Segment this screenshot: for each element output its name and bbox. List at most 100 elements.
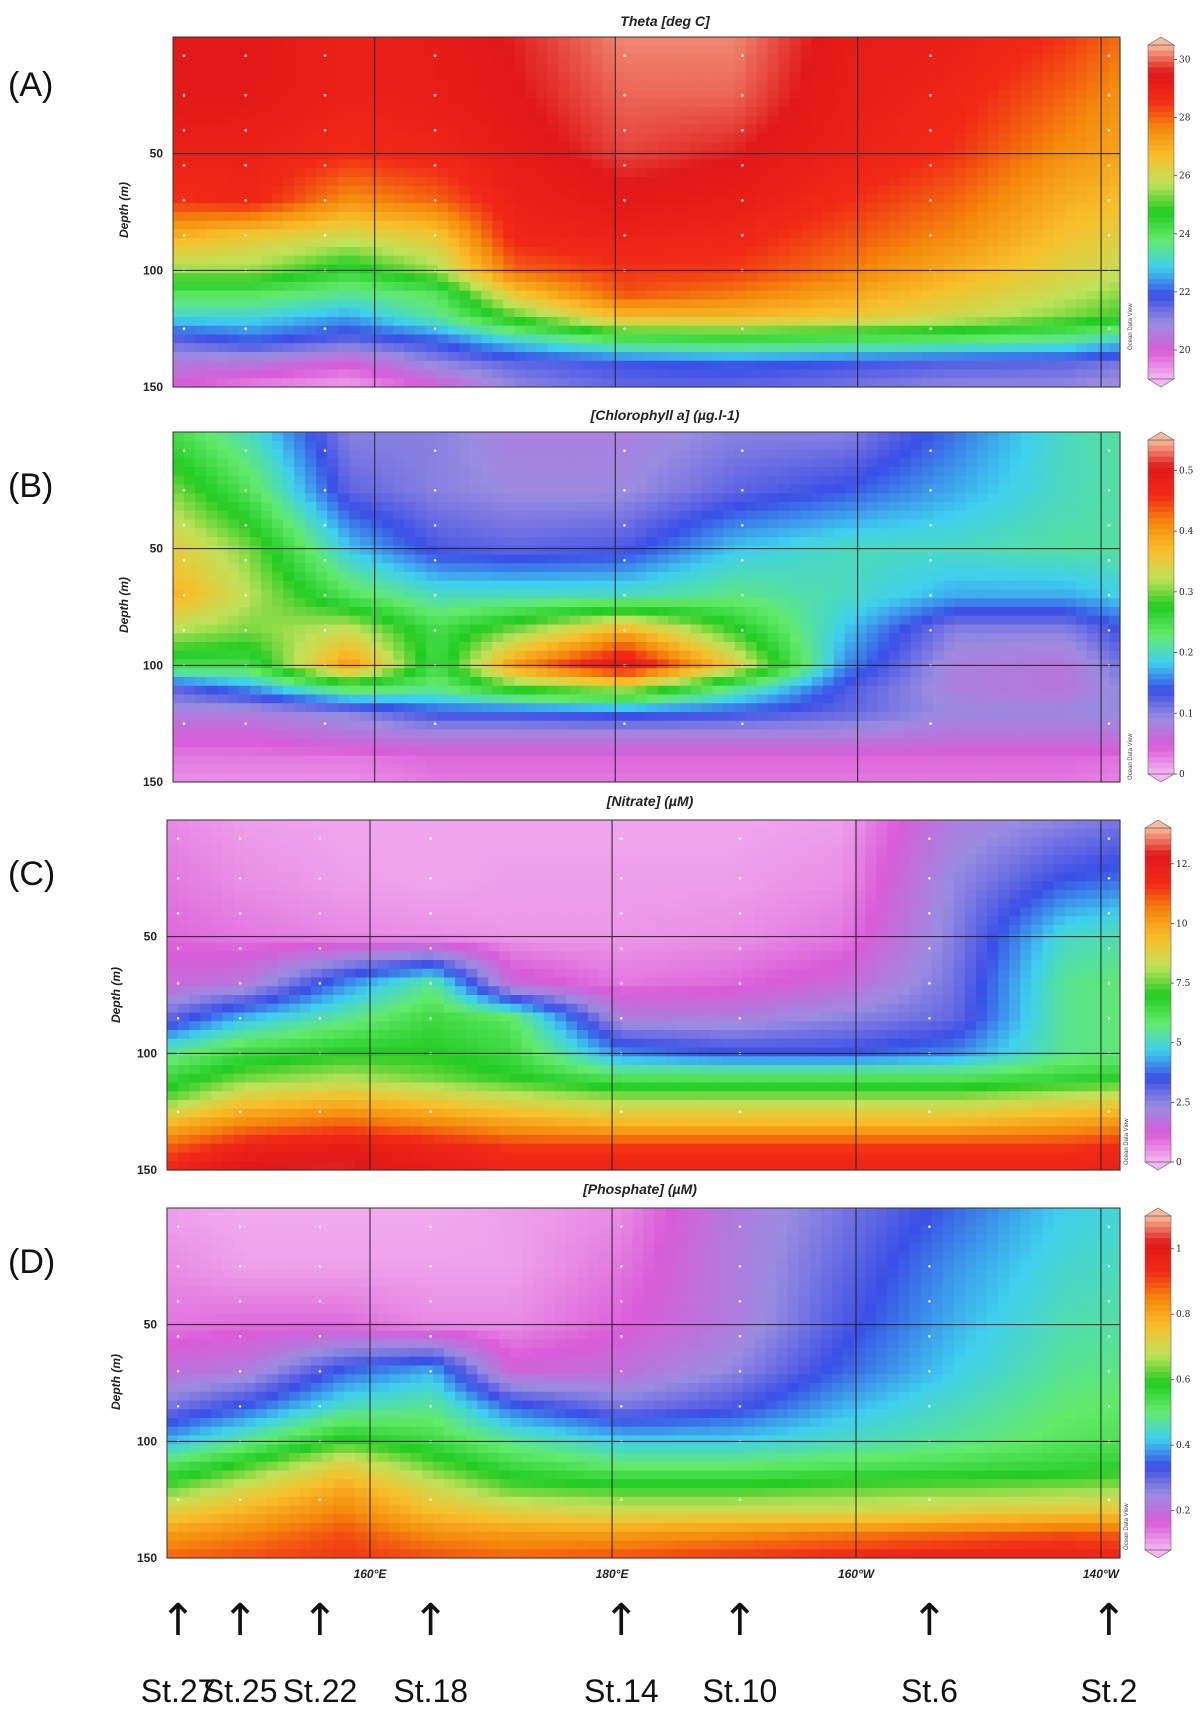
panel-a-heatmap-cell xyxy=(1108,334,1121,344)
panel-a-heatmap-cell xyxy=(954,352,967,362)
panel-a-heatmap-cell xyxy=(426,194,438,204)
panel-a-heatmap-cell xyxy=(338,80,350,91)
panel-a-heatmap-cell xyxy=(844,63,857,73)
panel-a-heatmap-cell xyxy=(459,352,471,362)
panel-a-heatmap-cell xyxy=(558,220,571,231)
panel-b-heatmap-cell xyxy=(349,484,361,494)
panel-a-heatmap-cell xyxy=(184,107,196,117)
panel-a-heatmap-cell xyxy=(635,98,648,108)
panel-b-heatmap-cell xyxy=(910,554,923,564)
panel-a-heatmap-cell xyxy=(448,63,460,73)
panel-a-heatmap-cell xyxy=(349,308,361,318)
panel-a-heatmap-cell xyxy=(624,185,637,196)
panel-a-heatmap-cell xyxy=(1020,133,1033,143)
panel-a-heatmap-cell xyxy=(800,290,813,301)
panel-b-heatmap-cell xyxy=(987,432,1000,442)
panel-a-heatmap-cell xyxy=(646,89,659,99)
panel-b-heatmap-cell xyxy=(1075,475,1088,486)
panel-a-heatmap-cell xyxy=(503,369,515,379)
panel-b-heatmap-cell xyxy=(624,510,637,521)
panel-b-heatmap-cell xyxy=(668,484,681,494)
panel-a-heatmap-cell xyxy=(899,177,912,187)
panel-a-heatmap-cell xyxy=(987,159,1000,169)
panel-a-heatmap-cell xyxy=(360,220,372,231)
panel-a-heatmap-cell xyxy=(349,168,361,178)
panel-a-heatmap-cell xyxy=(206,264,218,274)
panel-a-heatmap-cell xyxy=(624,63,637,73)
panel-b-heatmap-cell xyxy=(580,467,593,477)
panel-a-heatmap-cell xyxy=(195,133,207,143)
panel-a-heatmap-cell xyxy=(965,317,978,327)
panel-a-heatmap-cell xyxy=(844,185,857,196)
panel-b-heatmap-cell xyxy=(217,572,229,582)
panel-a-heatmap-cell xyxy=(943,142,956,152)
panel-a-heatmap-cell xyxy=(514,185,526,196)
panel-a-heatmap-cell xyxy=(833,290,846,301)
panel-a-heatmap-cell xyxy=(987,98,1000,108)
panel-a-heatmap-cell xyxy=(1009,177,1022,187)
panel-a-heatmap-cell xyxy=(778,63,791,73)
panel-b-heatmap-cell xyxy=(888,484,901,494)
panel-a-heatmap-cell xyxy=(1097,299,1110,309)
panel-a-heatmap-cell xyxy=(943,80,956,91)
panel-a-heatmap-cell xyxy=(822,115,835,126)
panel-a-heatmap-cell xyxy=(283,89,295,99)
panel-a-heatmap-cell xyxy=(899,89,912,99)
panel-b-heatmap-cell xyxy=(767,554,780,564)
panel-a-heatmap-cell xyxy=(877,273,890,283)
panel-a-heatmap-cell xyxy=(866,325,879,336)
panel-b-heatmap-cell xyxy=(404,545,416,556)
panel-a-heatmap-cell xyxy=(712,115,725,126)
panel-a-heatmap-cell xyxy=(1086,185,1099,196)
panel-b-heatmap-cell xyxy=(327,537,339,547)
panel-b-heatmap-cell xyxy=(250,572,262,582)
panel-a-heatmap-cell xyxy=(261,343,273,353)
panel-b-heatmap-cell xyxy=(998,519,1011,529)
panel-a-heatmap-cell xyxy=(547,264,560,274)
panel-b-heatmap-cell xyxy=(250,493,262,503)
panel-a-heatmap-cell xyxy=(305,142,317,152)
panel-a-heatmap-cell xyxy=(965,378,978,388)
panel-a-heatmap-cell xyxy=(591,107,604,117)
panel-a-heatmap-cell xyxy=(1042,308,1055,318)
panel-b-heatmap-cell xyxy=(932,528,945,538)
panel-a-heatmap-cell xyxy=(536,124,548,134)
panel-b-heatmap-cell xyxy=(283,467,295,477)
panel-a-heatmap-cell xyxy=(239,282,251,292)
panel-a-heatmap-cell xyxy=(602,290,615,301)
panel-b-heatmap-cell xyxy=(360,572,372,582)
panel-b-heatmap-cell xyxy=(624,432,637,442)
panel-a-heatmap-cell xyxy=(525,115,537,126)
panel-b-heatmap-cell xyxy=(855,493,868,503)
panel-a-heatmap-cell xyxy=(228,185,240,196)
panel-a-heatmap-cell xyxy=(833,264,846,274)
panel-a-heatmap-cell xyxy=(976,255,989,266)
panel-a-heatmap-cell xyxy=(833,360,846,371)
panel-b-heatmap-cell xyxy=(921,554,934,564)
panel-a-heatmap-cell xyxy=(349,159,361,169)
panel-a-heatmap-cell xyxy=(503,273,515,283)
panel-a-heatmap-cell xyxy=(844,115,857,126)
panel-a-heatmap-cell xyxy=(1097,325,1110,336)
panel-a-heatmap-cell xyxy=(250,72,262,82)
panel-b-heatmap-cell xyxy=(558,449,571,459)
panel-a-heatmap-cell xyxy=(1108,229,1121,239)
panel-b-heatmap-cell xyxy=(305,572,317,582)
panel-b-heatmap-cell xyxy=(283,484,295,494)
panel-b-heatmap-cell xyxy=(536,440,548,451)
panel-b-heatmap-cell xyxy=(844,467,857,477)
panel-a-heatmap-cell xyxy=(228,378,240,388)
panel-b-heatmap-cell xyxy=(349,467,361,477)
panel-a-sample-point xyxy=(433,164,437,167)
panel-b-heatmap-cell xyxy=(866,537,879,547)
panel-a-heatmap-cell xyxy=(844,325,857,336)
panel-a-heatmap-cell xyxy=(250,177,262,187)
panel-a-heatmap-cell xyxy=(459,229,471,239)
panel-b-heatmap-cell xyxy=(646,510,659,521)
panel-a-heatmap-cell xyxy=(250,203,262,213)
panel-a-heatmap-cell xyxy=(415,98,427,108)
panel-a-heatmap-cell xyxy=(327,54,339,64)
panel-a-heatmap-cell xyxy=(481,352,493,362)
panel-b-heatmap-cell xyxy=(283,537,295,547)
panel-a-heatmap-cell xyxy=(503,282,515,292)
